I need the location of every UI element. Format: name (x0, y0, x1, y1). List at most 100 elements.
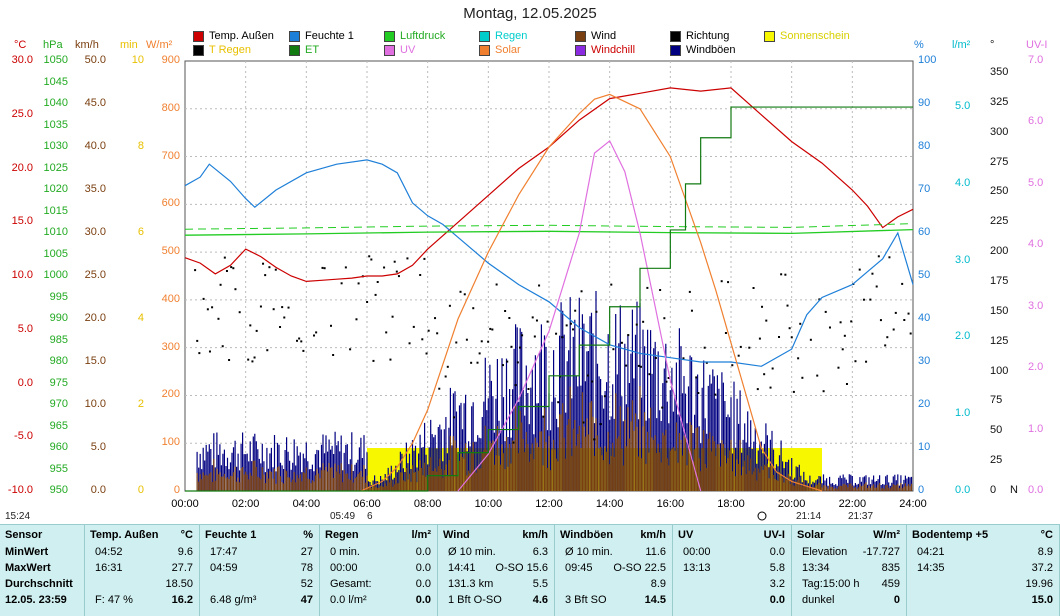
tick-pct: 0 (918, 484, 925, 496)
direction-dot (850, 320, 853, 323)
tick-deg: 300 (990, 125, 1009, 138)
tick-time: 24:00 (899, 498, 927, 510)
cell-value: 0.0 (769, 594, 785, 606)
direction-dot (223, 256, 226, 259)
tick-uvi: 3.0 (1028, 299, 1044, 312)
direction-dot (542, 415, 545, 418)
tick-wm2: 900 (161, 54, 180, 66)
row-label: Durchschnitt (5, 578, 73, 590)
direction-dot (822, 390, 825, 393)
legend-label: Temp. Außen (209, 30, 274, 42)
legend-swatch (289, 30, 300, 42)
cell-value: 14.5 (644, 594, 666, 606)
tick-deg: 325 (990, 95, 1009, 108)
direction-dot (903, 319, 906, 321)
direction-dot (765, 319, 768, 322)
series-uv (457, 139, 702, 492)
direction-dot (892, 328, 895, 331)
direction-dot (599, 423, 602, 426)
direction-dot (302, 349, 305, 352)
tick-wm2: 0 (173, 484, 180, 496)
direction-dot (582, 421, 585, 424)
direction-dot (225, 270, 228, 272)
column-unit: km/h (522, 529, 548, 541)
cell-value: 0.0 (415, 562, 431, 574)
column-unit: UV-I (763, 529, 785, 541)
legend-item: Feuchte 1 (289, 30, 354, 42)
direction-dot (790, 336, 793, 339)
cell-time: Ø 10 min. (565, 546, 613, 558)
summary-column: Bodentemp +5 °C 04:21 8.9 14:35 37.2 19.96 15.0 (907, 525, 1060, 616)
direction-dot (412, 325, 415, 328)
direction-dot (714, 393, 717, 396)
legend-item: Temp. Außen (193, 30, 274, 42)
direction-dot (727, 281, 730, 284)
unit-kmh: km/h (75, 39, 99, 51)
legend-item: UV (384, 44, 415, 56)
legend-swatch (575, 44, 586, 56)
tick-uvi: 5.0 (1028, 176, 1044, 189)
direction-dot (818, 298, 821, 301)
direction-dot (642, 320, 645, 323)
direction-dot (788, 327, 791, 330)
direction-dot (886, 336, 889, 339)
tick-deg: 75 (990, 394, 1003, 407)
tick-pct: 100 (918, 54, 937, 66)
cell-time: 17:47 (210, 546, 238, 558)
column-title: Feuchte 1 (205, 529, 257, 541)
tick-wm2: 100 (161, 436, 180, 449)
direction-dot (816, 374, 819, 377)
cell-time: 00:00 (330, 562, 358, 574)
legend-item: Regen (479, 30, 527, 42)
tick-deg: 275 (990, 155, 1009, 168)
legend-swatch (193, 30, 204, 42)
tick-kmh: 25.0 (84, 269, 106, 281)
direction-dot (465, 338, 468, 341)
direction-dot (724, 332, 727, 334)
cell-time: 13:34 (802, 562, 830, 574)
direction-dot (761, 305, 764, 308)
direction-dot (323, 267, 326, 270)
unit-min: min (120, 39, 138, 51)
direction-dot (646, 286, 649, 289)
direction-dot (332, 354, 335, 356)
tick-kmh: 20.0 (84, 312, 106, 324)
direction-dot (491, 328, 494, 331)
column-unit: km/h (640, 529, 666, 541)
cell-value: O-SO 22.5 (613, 562, 666, 574)
tick-uvi: 6.0 (1028, 115, 1044, 128)
direction-dot (845, 383, 848, 385)
cell-time: 16:31 (95, 562, 123, 574)
direction-dot (489, 327, 492, 330)
tick-min: 4 (137, 312, 144, 324)
cell-value: 5.5 (532, 578, 548, 590)
legend-item: Luftdruck (384, 30, 445, 42)
direction-dot (510, 345, 513, 348)
direction-dot (255, 329, 258, 332)
tick-kmh: 35.0 (84, 183, 106, 195)
cell-value: 27 (300, 546, 313, 558)
direction-dot (249, 324, 252, 327)
direction-dot (383, 266, 386, 269)
tick-wm2: 600 (161, 197, 180, 210)
sun-marker: 05:49 (330, 511, 356, 522)
cell-value: 15.0 (1031, 594, 1053, 606)
cell-time: 00:00 (683, 546, 711, 558)
unit-wm2: W/m² (146, 39, 173, 51)
tick-hpa: 1020 (43, 183, 68, 195)
direction-dot (580, 290, 583, 293)
direction-dot (198, 352, 201, 355)
direction-dot (434, 317, 437, 320)
tick-time: 00:00 (171, 498, 199, 510)
legend-swatch (384, 30, 395, 42)
column-unit: °C (1040, 529, 1053, 541)
direction-dot (748, 346, 751, 349)
unit-temp: °C (14, 39, 27, 51)
tick-hpa: 955 (49, 462, 68, 475)
sun-marker: 21:37 (848, 511, 874, 522)
legend-item: Wind (575, 30, 616, 42)
tick-temp: 0.0 (17, 376, 33, 389)
column-title: UV (678, 529, 694, 541)
direction-dot (875, 285, 878, 288)
legend-label: Solar (495, 44, 521, 56)
